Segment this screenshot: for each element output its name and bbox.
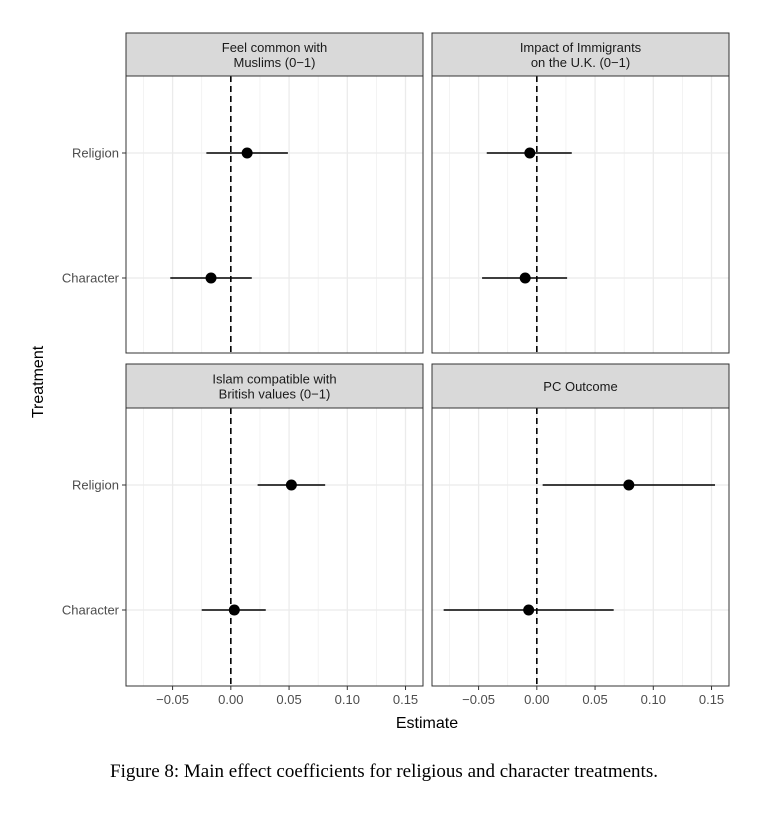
facet-title-line: PC Outcome (543, 379, 617, 394)
panel-background (432, 408, 729, 686)
point-estimate-religion (524, 147, 536, 159)
x-tick-label: 0.10 (641, 692, 666, 707)
x-tick-label: 0.10 (335, 692, 360, 707)
panel-border (125, 407, 424, 687)
y-axis-title: Treatment (30, 345, 47, 418)
point-estimate-character (519, 272, 531, 284)
facet-strip (431, 32, 730, 77)
facet-title-line: on the U.K. (0−1) (531, 55, 630, 70)
x-tick-label: 0.05 (582, 692, 607, 707)
facet-title-line: Impact of Immigrants (520, 40, 642, 55)
x-tick-label: −0.05 (156, 692, 189, 707)
facet-title-line: Feel common with (222, 40, 327, 55)
facet-strip (125, 363, 424, 409)
point-estimate-character (205, 272, 217, 284)
x-tick-label: 0.00 (218, 692, 243, 707)
y-tick-label: Religion (72, 146, 119, 161)
facet-strip (125, 32, 424, 77)
x-tick-label: 0.15 (699, 692, 724, 707)
y-tick-label: Character (62, 271, 120, 286)
facet-title-line: British values (0−1) (219, 387, 331, 402)
facet-title-line: Islam compatible with (212, 372, 336, 387)
y-tick-label: Religion (72, 478, 119, 493)
point-estimate-character (523, 604, 535, 616)
x-tick-label: 0.05 (276, 692, 301, 707)
facet-title-line: Muslims (0−1) (234, 55, 316, 70)
x-axis-title: Estimate (396, 715, 458, 732)
panel-border (125, 75, 424, 354)
panel-background (126, 76, 423, 353)
x-axes: −0.05 0.00 0.05 0.10 0.15 −0.05 0.00 0.05 0.10 0.… (156, 686, 724, 707)
y-axes: Religion Character Religion Character (62, 146, 126, 618)
panel-background (432, 76, 729, 353)
point-estimate-character (228, 604, 240, 616)
y-tick-label: Character (62, 603, 120, 618)
panel-border (431, 75, 730, 354)
point-estimate-religion (285, 479, 297, 491)
point-estimate-religion (623, 479, 635, 491)
figure-caption: Figure 8: Main effect coefficients for r… (110, 761, 658, 782)
x-tick-label: 0.15 (393, 692, 418, 707)
panel-background (126, 408, 423, 686)
facet-4: PC Outcome (431, 363, 730, 687)
x-tick-label: 0.00 (524, 692, 549, 707)
panel-border (431, 407, 730, 687)
point-estimate-religion (241, 147, 253, 159)
x-tick-label: −0.05 (462, 692, 495, 707)
